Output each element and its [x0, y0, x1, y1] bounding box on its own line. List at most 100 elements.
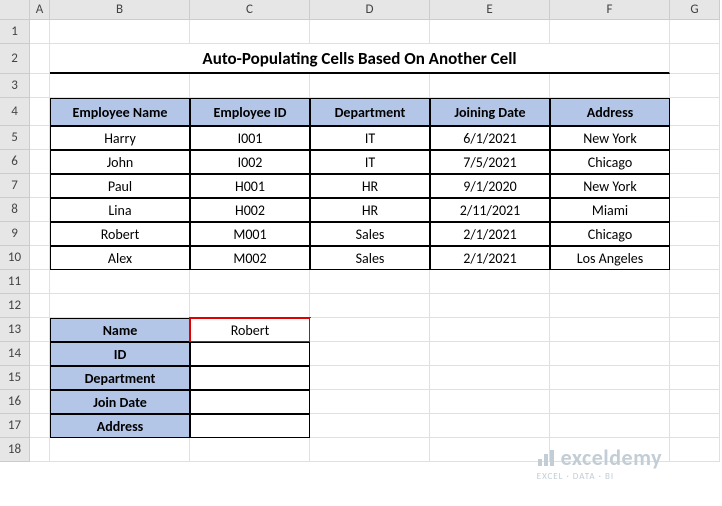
cell[interactable] [30, 318, 50, 342]
cell[interactable] [430, 20, 550, 44]
cell[interactable] [190, 438, 310, 462]
table-cell[interactable]: Harry [50, 126, 190, 150]
cell[interactable] [550, 342, 670, 366]
row-header-6[interactable]: 6 [0, 150, 30, 174]
cell[interactable] [550, 414, 670, 438]
table-cell[interactable]: New York [550, 174, 670, 198]
cell[interactable] [30, 366, 50, 390]
row-header-5[interactable]: 5 [0, 126, 30, 150]
cell[interactable] [550, 270, 670, 294]
table-header[interactable]: Address [550, 98, 670, 126]
table-cell[interactable]: 9/1/2020 [430, 174, 550, 198]
cell[interactable] [550, 318, 670, 342]
cell[interactable] [30, 438, 50, 462]
cell[interactable] [670, 20, 720, 44]
cell[interactable] [550, 74, 670, 98]
table-cell[interactable]: 2/11/2021 [430, 198, 550, 222]
lookup-label[interactable]: ID [50, 342, 190, 366]
cell[interactable] [430, 390, 550, 414]
cell[interactable] [310, 74, 430, 98]
row-header-17[interactable]: 17 [0, 414, 30, 438]
table-cell[interactable]: Sales [310, 246, 430, 270]
table-cell[interactable]: IT [310, 126, 430, 150]
col-header-g[interactable]: G [670, 0, 720, 20]
cell[interactable] [430, 74, 550, 98]
cell[interactable] [310, 414, 430, 438]
table-cell[interactable]: 2/1/2021 [430, 222, 550, 246]
row-header-10[interactable]: 10 [0, 246, 30, 270]
col-header-b[interactable]: B [50, 0, 190, 20]
cell[interactable] [550, 20, 670, 44]
table-cell[interactable]: 7/5/2021 [430, 150, 550, 174]
table-cell[interactable]: Alex [50, 246, 190, 270]
table-cell[interactable]: Chicago [550, 222, 670, 246]
lookup-label[interactable]: Department [50, 366, 190, 390]
cell[interactable] [670, 174, 720, 198]
title[interactable]: Auto-Populating Cells Based On Another C… [50, 44, 670, 74]
row-header-3[interactable]: 3 [0, 74, 30, 98]
select-all-corner[interactable] [0, 0, 30, 20]
cell[interactable] [30, 126, 50, 150]
table-cell[interactable]: 6/1/2021 [430, 126, 550, 150]
cell[interactable] [50, 20, 190, 44]
cell[interactable] [30, 98, 50, 126]
row-header-16[interactable]: 16 [0, 390, 30, 414]
cell[interactable] [430, 438, 550, 462]
table-header[interactable]: Employee Name [50, 98, 190, 126]
cell[interactable] [670, 44, 720, 74]
table-cell[interactable]: Los Angeles [550, 246, 670, 270]
col-header-e[interactable]: E [430, 0, 550, 20]
cell[interactable] [30, 246, 50, 270]
table-cell[interactable]: HR [310, 198, 430, 222]
cell[interactable] [670, 270, 720, 294]
col-header-a[interactable]: A [30, 0, 50, 20]
row-header-14[interactable]: 14 [0, 342, 30, 366]
cell[interactable] [430, 366, 550, 390]
row-header-12[interactable]: 12 [0, 294, 30, 318]
table-cell[interactable]: I002 [190, 150, 310, 174]
cell[interactable] [30, 222, 50, 246]
cell[interactable] [670, 98, 720, 126]
cell[interactable] [670, 126, 720, 150]
cell[interactable] [190, 294, 310, 318]
table-cell[interactable]: I001 [190, 126, 310, 150]
lookup-value[interactable] [190, 414, 310, 438]
row-header-18[interactable]: 18 [0, 438, 30, 462]
lookup-value[interactable]: Robert [190, 318, 310, 342]
table-cell[interactable]: Paul [50, 174, 190, 198]
col-header-d[interactable]: D [310, 0, 430, 20]
lookup-value[interactable] [190, 366, 310, 390]
cell[interactable] [30, 20, 50, 44]
table-cell[interactable]: Chicago [550, 150, 670, 174]
table-cell[interactable]: IT [310, 150, 430, 174]
table-cell[interactable]: Miami [550, 198, 670, 222]
row-header-1[interactable]: 1 [0, 20, 30, 44]
cell[interactable] [50, 270, 190, 294]
cell[interactable] [310, 390, 430, 414]
cell[interactable] [30, 294, 50, 318]
cell[interactable] [550, 438, 670, 462]
cell[interactable] [670, 150, 720, 174]
cell[interactable] [190, 74, 310, 98]
lookup-label[interactable]: Join Date [50, 390, 190, 414]
cell[interactable] [310, 20, 430, 44]
col-header-f[interactable]: F [550, 0, 670, 20]
cell[interactable] [310, 342, 430, 366]
cell[interactable] [310, 366, 430, 390]
cell[interactable] [670, 414, 720, 438]
table-cell[interactable]: New York [550, 126, 670, 150]
table-header[interactable]: Joining Date [430, 98, 550, 126]
cell[interactable] [310, 318, 430, 342]
table-cell[interactable]: H002 [190, 198, 310, 222]
lookup-value[interactable] [190, 342, 310, 366]
cell[interactable] [670, 390, 720, 414]
table-cell[interactable]: M001 [190, 222, 310, 246]
row-header-8[interactable]: 8 [0, 198, 30, 222]
table-cell[interactable]: H001 [190, 174, 310, 198]
cell[interactable] [310, 270, 430, 294]
cell[interactable] [30, 174, 50, 198]
cell[interactable] [670, 318, 720, 342]
cell[interactable] [430, 270, 550, 294]
cell[interactable] [30, 150, 50, 174]
cell[interactable] [190, 20, 310, 44]
